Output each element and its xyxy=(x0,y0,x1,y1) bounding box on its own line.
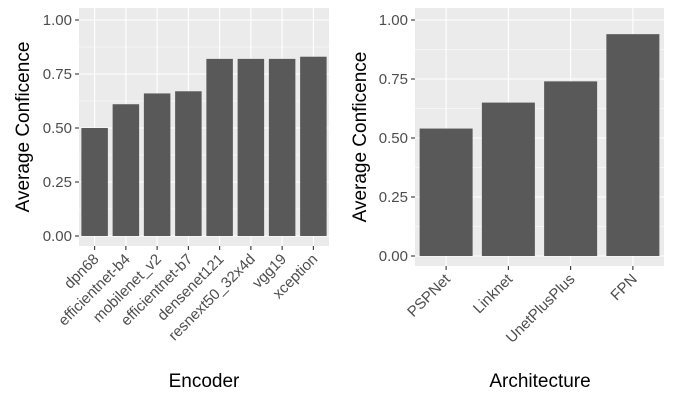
y-tick-label: 0.50 xyxy=(43,120,72,137)
bar-FPN xyxy=(606,34,660,256)
bar-mobilenet_v2 xyxy=(143,93,171,236)
x-tick-label: PSPNet xyxy=(404,270,454,320)
bar-dpn68 xyxy=(81,128,108,236)
bar-densenet121 xyxy=(206,58,233,236)
y-tick-label: 0.75 xyxy=(43,66,72,83)
bar-PSPNet xyxy=(419,128,473,256)
y-tick-label: 0.75 xyxy=(379,71,408,88)
y-tick-label: 0.00 xyxy=(379,248,408,265)
x-axis-title: Encoder xyxy=(169,371,240,392)
y-tick-label: 0.50 xyxy=(379,130,408,147)
bar-efficientnet-b4 xyxy=(112,104,140,237)
y-tick-label: 1.00 xyxy=(379,12,408,29)
bar-resnext50_32x4d xyxy=(237,58,265,236)
x-axis-title: Architecture xyxy=(489,371,590,392)
bar-vgg19 xyxy=(268,58,296,236)
y-tick-label: 0.25 xyxy=(43,174,72,191)
y-tick-label: 1.00 xyxy=(43,12,72,29)
x-tick-label: FPN xyxy=(607,271,640,304)
encoder-chart: 0.000.250.500.751.00dpn68efficientnet-b4… xyxy=(13,8,329,392)
bar-efficientnet-b7 xyxy=(175,91,202,236)
y-axis-title: Average Conficence xyxy=(13,42,34,213)
x-tick-label: Linknet xyxy=(470,270,517,317)
bar-Linknet xyxy=(481,102,535,256)
bar-UnetPlusPlus xyxy=(544,81,598,256)
y-tick-label: 0.25 xyxy=(379,189,408,206)
y-tick-label: 0.00 xyxy=(43,228,72,245)
y-axis-title: Average Conficence xyxy=(350,52,371,223)
bar-xception xyxy=(300,56,327,236)
